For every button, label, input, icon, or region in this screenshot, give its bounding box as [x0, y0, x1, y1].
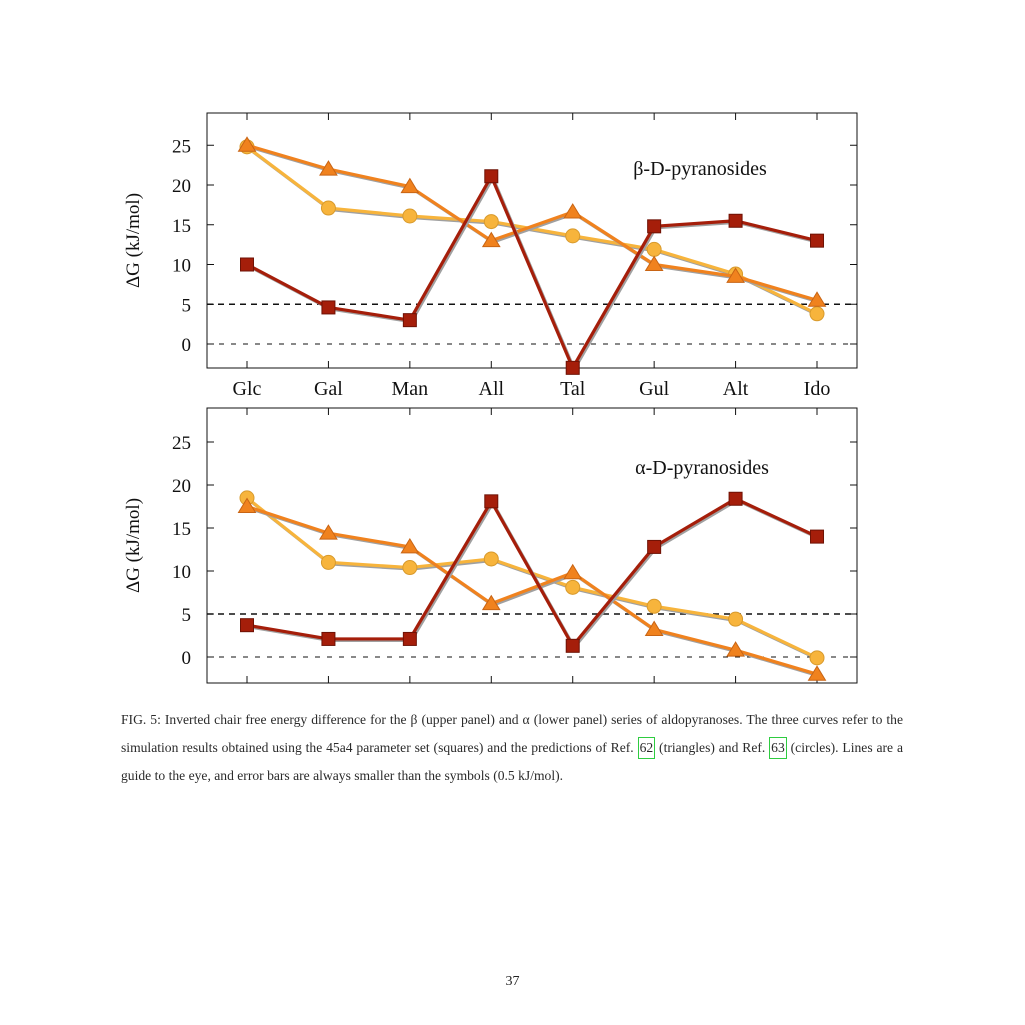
x-tick-label: Gal: [314, 378, 343, 400]
x-tick-label: Gul: [639, 378, 669, 400]
x-tick-label: All: [479, 378, 505, 400]
panel-annotation: β-D-pyranosides: [633, 158, 767, 180]
data-point-square: [728, 491, 743, 506]
data-point-circle: [646, 598, 662, 614]
series-squares: [240, 491, 825, 653]
figure-caption: FIG. 5: Inverted chair free energy diffe…: [121, 706, 903, 790]
caption-text-3: (circles). Lines are a guide to the eye,…: [121, 740, 903, 783]
y-axis-label: ΔG (kJ/mol): [123, 498, 144, 593]
data-point-circle: [565, 579, 581, 595]
y-tick-label: 10: [172, 256, 191, 277]
data-point-circle: [565, 228, 581, 244]
data-point-triangle: [237, 497, 257, 513]
plot-frame: [206, 112, 858, 369]
data-point-square: [810, 233, 825, 248]
data-point-circle: [809, 306, 825, 322]
x-tick-label: Glc: [233, 378, 262, 400]
data-point-circle: [402, 208, 418, 224]
y-axis-label: ΔG (kJ/mol): [123, 193, 144, 288]
x-tick-label: Alt: [723, 378, 749, 400]
y-tick-label: 0: [182, 335, 192, 356]
data-point-square: [565, 638, 580, 653]
data-point-square: [484, 169, 499, 184]
data-point-square: [484, 494, 499, 509]
figure-chart: 0 5 10 15 20 25 Glc Gal Man All Tal Gul Alt Ido ΔG (kJ…: [123, 112, 858, 684]
data-point-circle: [483, 214, 499, 230]
x-tick-label: Ido: [804, 378, 831, 400]
y-tick-label: 25: [172, 136, 191, 157]
data-point-square: [240, 257, 254, 272]
y-tick-label: 15: [172, 216, 191, 237]
data-point-square: [647, 219, 662, 234]
plot-frame: [206, 407, 858, 684]
y-tick-label: 5: [182, 605, 192, 626]
series-squares: [240, 169, 825, 375]
data-point-triangle: [644, 620, 664, 636]
data-point-square: [321, 300, 336, 315]
data-point-square: [565, 360, 580, 375]
data-point-triangle: [319, 160, 338, 176]
page-number: 37: [505, 974, 520, 989]
caption-text-2: (triangles) and Ref.: [655, 740, 770, 755]
data-point-triangle: [400, 537, 420, 554]
series-line: [246, 497, 818, 648]
series-triangles: [237, 497, 827, 681]
y-tick-label: 5: [182, 295, 192, 316]
series-line: [246, 143, 818, 302]
series-triangles: [237, 136, 827, 307]
y-tick-label: 15: [172, 519, 191, 540]
x-tick-label: Tal: [560, 378, 586, 400]
data-point-triangle: [563, 203, 583, 219]
data-point-square: [810, 529, 825, 544]
data-point-circle: [320, 554, 336, 570]
reference-link-62[interactable]: 62: [637, 737, 656, 759]
data-point-triangle: [726, 641, 745, 657]
reference-link-63[interactable]: 63: [769, 737, 787, 759]
data-point-circle: [483, 551, 499, 567]
data-point-square: [402, 313, 417, 328]
data-point-triangle: [481, 231, 501, 248]
x-tick-label: Man: [392, 378, 429, 400]
y-tick-label: 20: [172, 176, 191, 197]
data-point-square: [321, 631, 336, 646]
panel-annotation: α-D-pyranosides: [635, 457, 769, 479]
series-line: [246, 174, 818, 370]
panel-lower: 0 5 10 15 20 25 ΔG (kJ/mol) α-D-pyranosides: [123, 407, 858, 684]
data-point-triangle: [237, 136, 257, 152]
data-point-square: [728, 213, 743, 228]
data-point-triangle: [319, 524, 338, 540]
y-tick-label: 25: [172, 433, 191, 454]
data-point-square: [647, 539, 662, 554]
data-point-square: [402, 631, 417, 646]
data-point-circle: [320, 200, 336, 216]
data-point-triangle: [400, 177, 420, 194]
data-point-triangle: [807, 291, 827, 307]
data-point-circle: [809, 650, 825, 666]
data-point-square: [240, 618, 254, 633]
data-point-triangle: [807, 665, 827, 681]
panel-upper: 0 5 10 15 20 25 Glc Gal Man All Tal Gul Alt Ido ΔG (kJ…: [123, 112, 858, 400]
y-tick-label: 10: [172, 562, 191, 583]
y-tick-label: 20: [172, 476, 191, 497]
series-line: [246, 504, 818, 676]
data-point-circle: [646, 241, 662, 257]
data-point-triangle: [481, 594, 501, 611]
data-point-triangle: [644, 255, 664, 271]
data-point-triangle: [726, 267, 745, 283]
caption-text-1: FIG. 5: Inverted chair free energy diffe…: [121, 712, 903, 755]
data-point-circle: [402, 560, 418, 576]
y-tick-label: 0: [182, 648, 192, 669]
data-point-circle: [728, 611, 744, 627]
data-point-triangle: [563, 563, 583, 580]
